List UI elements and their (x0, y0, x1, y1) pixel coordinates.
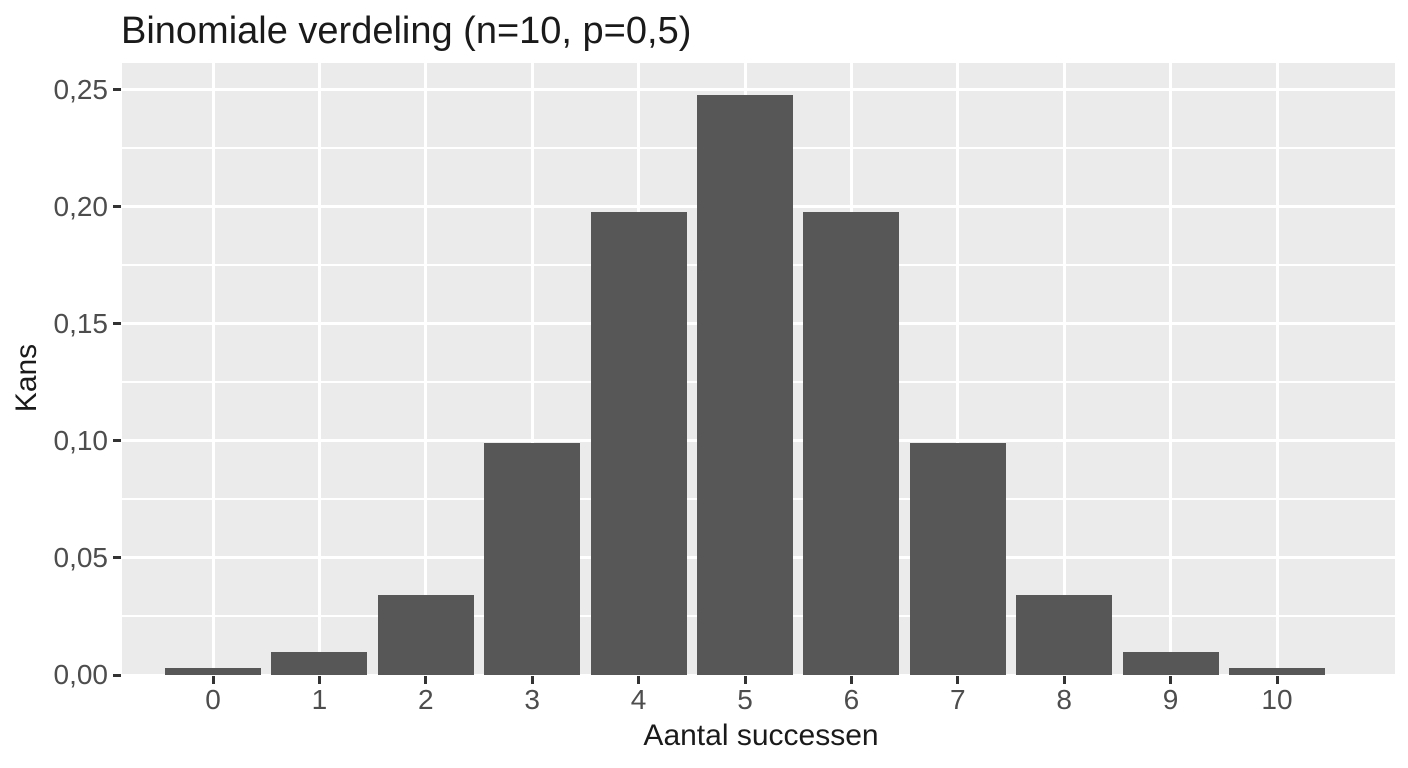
bar-k10 (1229, 668, 1325, 675)
y-tick-label: 0,00 (53, 659, 109, 690)
x-tick-mark (743, 676, 747, 684)
x-tick-label: 2 (418, 684, 434, 715)
x-tick-label: 7 (950, 684, 966, 715)
bar-k9 (1122, 652, 1219, 675)
chart-title: Binomiale verdeling (n=10, p=0,5) (121, 10, 692, 52)
x-tick-mark (1169, 676, 1173, 684)
x-tick-label: 4 (630, 684, 647, 715)
x-gridline-major (317, 63, 321, 675)
y-tick-label: 0,20 (53, 190, 109, 222)
y-tick-mark (113, 322, 121, 326)
bar-k8 (1016, 595, 1113, 675)
x-tick-mark (637, 676, 641, 684)
x-tick-mark (211, 676, 215, 684)
x-tick-mark (1275, 676, 1279, 684)
x-tick-label: 8 (1056, 684, 1072, 715)
x-tick-label: 3 (524, 684, 540, 715)
x-tick-label: 6 (843, 684, 860, 715)
x-gridline-major (530, 63, 534, 675)
y-tick-label: 0,15 (53, 307, 109, 339)
x-tick-mark (530, 676, 534, 684)
x-axis-title: Aantal successen (643, 719, 879, 752)
y-gridline-major (122, 673, 1395, 677)
bar-k2 (377, 595, 474, 675)
x-tick-label: 5 (737, 684, 753, 715)
bar-k7 (909, 443, 1006, 675)
bar-k5 (697, 95, 793, 675)
bar-k4 (590, 212, 687, 675)
x-tick-label: 0 (205, 684, 221, 715)
plot-panel (122, 63, 1395, 677)
x-tick-mark (956, 676, 960, 684)
x-gridline-major (1275, 63, 1279, 675)
x-gridline-major (424, 63, 428, 675)
x-gridline-major (211, 63, 215, 675)
y-tick-label: 0,05 (53, 541, 109, 573)
y-tick-label: 0,25 (53, 73, 109, 105)
bar-k3 (484, 443, 581, 675)
x-tick-label: 9 (1162, 684, 1179, 715)
x-tick-label: 10 (1261, 684, 1293, 715)
x-tick-mark (1062, 676, 1066, 684)
y-tick-mark (113, 673, 121, 677)
y-tick-mark (113, 556, 121, 560)
bar-k1 (271, 652, 368, 675)
x-tick-mark (317, 676, 321, 684)
y-tick-mark (113, 205, 121, 209)
y-tick-mark (113, 439, 121, 443)
bar-k0 (165, 668, 261, 675)
x-tick-mark (849, 676, 853, 684)
x-tick-mark (424, 676, 428, 684)
y-tick-label: 0,10 (53, 424, 109, 456)
bar-k6 (803, 212, 900, 675)
y-tick-mark (113, 88, 121, 92)
x-gridline-major (1062, 63, 1066, 675)
y-axis-title: Kans (10, 343, 43, 413)
x-gridline-major (956, 63, 960, 675)
x-gridline-major (1169, 63, 1173, 675)
y-gridline-major (122, 88, 1395, 92)
x-tick-label: 1 (311, 684, 328, 715)
